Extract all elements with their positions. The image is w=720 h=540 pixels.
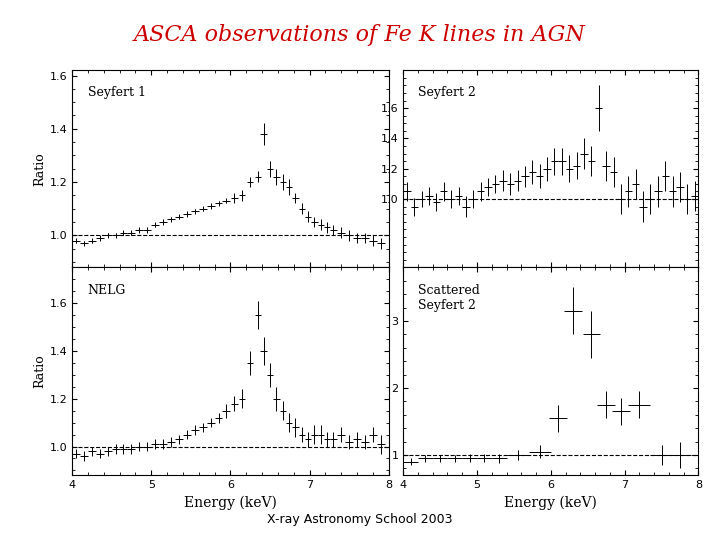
Text: Seyfert 1: Seyfert 1 [88, 86, 146, 99]
X-axis label: Energy (keV): Energy (keV) [184, 496, 276, 510]
Text: Seyfert 2: Seyfert 2 [418, 86, 476, 99]
X-axis label: Energy (keV): Energy (keV) [505, 496, 597, 510]
Y-axis label: Ratio: Ratio [34, 152, 47, 186]
Text: NELG: NELG [88, 284, 126, 297]
Text: ASCA observations of Fe K lines in AGN: ASCA observations of Fe K lines in AGN [134, 24, 586, 46]
Y-axis label: Ratio: Ratio [34, 354, 47, 388]
Text: X-ray Astronomy School 2003: X-ray Astronomy School 2003 [267, 514, 453, 526]
Text: Scattered
Seyfert 2: Scattered Seyfert 2 [418, 284, 480, 312]
